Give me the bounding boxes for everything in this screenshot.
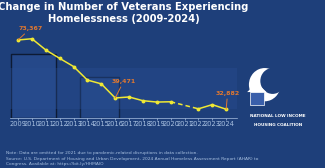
Wedge shape	[249, 68, 280, 101]
Text: 32,882: 32,882	[215, 91, 240, 109]
Text: Note: Data are omitted for 2021 due to pandemic-related disruptions in data coll: Note: Data are omitted for 2021 due to p…	[6, 151, 259, 166]
Text: NATIONAL LOW INCOME: NATIONAL LOW INCOME	[250, 114, 306, 118]
Text: Change in Number of Veterans Experiencing
Homelessness (2009-2024): Change in Number of Veterans Experiencin…	[0, 2, 249, 25]
Text: 73,367: 73,367	[18, 26, 42, 40]
Text: HOUSING COALITION: HOUSING COALITION	[254, 123, 302, 127]
FancyBboxPatch shape	[81, 77, 119, 118]
FancyBboxPatch shape	[250, 92, 264, 105]
Text: 39,471: 39,471	[111, 79, 136, 98]
Circle shape	[0, 68, 325, 109]
Wedge shape	[260, 68, 285, 94]
FancyBboxPatch shape	[11, 54, 56, 118]
Polygon shape	[247, 83, 266, 92]
